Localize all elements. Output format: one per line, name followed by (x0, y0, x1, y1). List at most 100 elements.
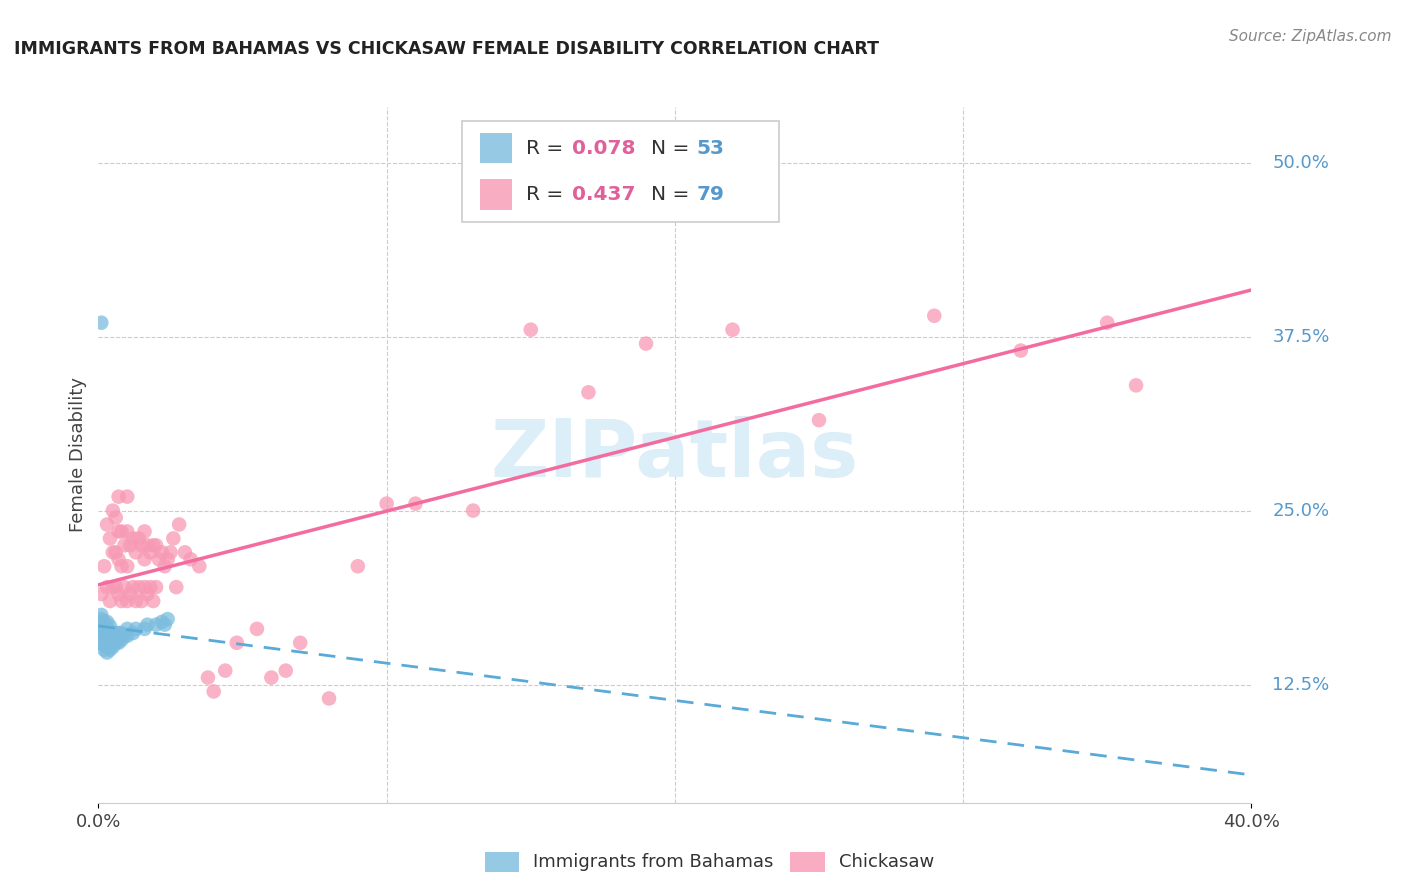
Point (125, 545, 148, 559)
Text: 0.078: 0.078 (572, 138, 636, 158)
Point (156, 612, 179, 626)
Point (128, 532, 150, 546)
Point (101, 640, 124, 654)
Point (93, 634, 115, 648)
Point (93, 624, 115, 639)
Point (122, 626, 145, 640)
Point (721, 323, 744, 337)
Point (107, 626, 129, 640)
Point (104, 510, 127, 524)
Point (90, 587, 112, 601)
Point (142, 538, 165, 552)
Point (150, 615, 173, 629)
Point (96, 624, 118, 639)
Point (405, 497, 427, 511)
Text: Source: ZipAtlas.com: Source: ZipAtlas.com (1229, 29, 1392, 44)
Point (90, 617, 112, 632)
Point (110, 594, 132, 608)
Point (110, 559, 132, 574)
Text: Chickasaw: Chickasaw (838, 853, 934, 871)
Point (202, 684, 225, 698)
Text: 50.0%: 50.0% (1272, 153, 1329, 171)
Point (180, 552, 202, 566)
Point (136, 538, 159, 552)
Point (159, 545, 181, 559)
Point (101, 626, 124, 640)
Point (112, 580, 135, 594)
Point (93, 629, 115, 643)
Point (1010, 343, 1032, 358)
Point (225, 636, 247, 650)
Point (117, 490, 139, 504)
Point (117, 559, 139, 574)
Point (117, 622, 139, 636)
Point (122, 580, 145, 594)
Point (246, 622, 269, 636)
Point (101, 636, 124, 650)
Point (112, 629, 135, 643)
Point (104, 632, 127, 646)
Point (101, 580, 124, 594)
Y-axis label: Female Disability: Female Disability (69, 377, 87, 533)
Point (93, 639, 115, 653)
Point (117, 594, 139, 608)
Point (131, 594, 153, 608)
Point (90, 629, 112, 643)
Text: 0.437: 0.437 (572, 186, 636, 204)
Point (96, 636, 118, 650)
Point (90, 624, 112, 639)
Point (101, 632, 124, 646)
Point (112, 538, 135, 552)
Point (120, 587, 142, 601)
Point (134, 580, 156, 594)
Text: R =: R = (526, 138, 569, 158)
Point (120, 538, 142, 552)
Point (90, 316, 112, 330)
Point (104, 626, 127, 640)
Text: 79: 79 (697, 186, 724, 204)
Point (104, 636, 127, 650)
Point (96, 646, 118, 660)
Text: N =: N = (651, 138, 696, 158)
Point (93, 559, 115, 574)
Point (110, 524, 132, 539)
Point (90, 612, 112, 626)
Text: 53: 53 (697, 138, 724, 158)
Point (96, 620, 118, 634)
Point (117, 524, 139, 539)
Point (578, 385, 600, 400)
Point (214, 664, 236, 678)
Point (318, 691, 340, 706)
Text: IMMIGRANTS FROM BAHAMAS VS CHICKASAW FEMALE DISABILITY CORRELATION CHART: IMMIGRANTS FROM BAHAMAS VS CHICKASAW FEM… (14, 40, 879, 58)
Point (98, 634, 121, 648)
Point (125, 594, 148, 608)
Text: R =: R = (526, 186, 569, 204)
Point (153, 559, 176, 574)
Point (346, 559, 368, 574)
Point (98, 594, 121, 608)
Point (156, 552, 179, 566)
Text: Immigrants from Bahamas: Immigrants from Bahamas (533, 853, 773, 871)
Point (90, 607, 112, 622)
Bar (790, 852, 825, 872)
Point (145, 538, 167, 552)
Point (96, 640, 118, 654)
Point (96, 517, 118, 532)
Point (93, 615, 115, 629)
Point (90, 622, 112, 636)
Point (142, 594, 165, 608)
Point (636, 336, 658, 351)
Point (148, 552, 170, 566)
Text: 25.0%: 25.0% (1272, 501, 1330, 519)
Point (122, 532, 145, 546)
Point (167, 517, 190, 532)
Point (101, 545, 124, 559)
Point (107, 636, 129, 650)
Point (165, 580, 187, 594)
Point (375, 497, 398, 511)
Point (188, 559, 211, 574)
Point (98, 532, 121, 546)
Point (110, 632, 132, 647)
Point (128, 580, 150, 594)
Point (93, 642, 115, 657)
